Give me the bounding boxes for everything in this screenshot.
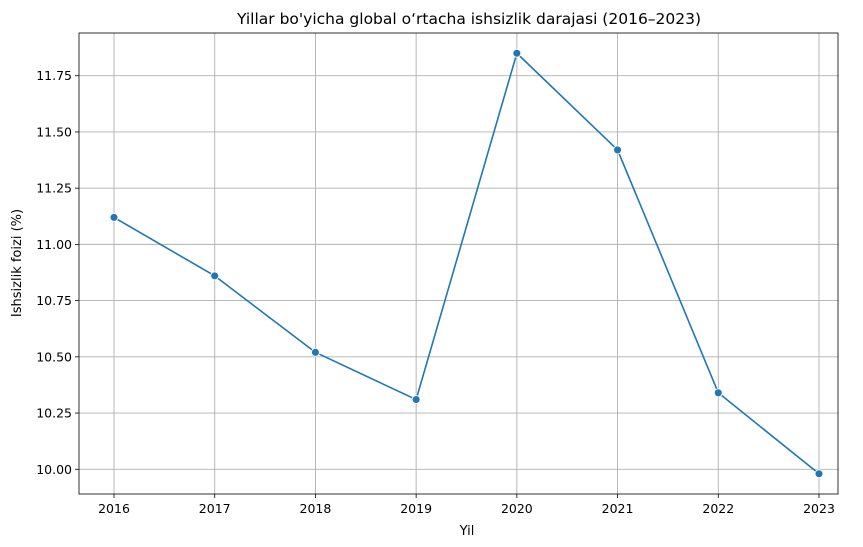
data-point — [210, 271, 220, 281]
data-point — [814, 469, 824, 479]
y-tick-label: 10.50 — [36, 349, 72, 364]
data-point — [613, 145, 623, 155]
x-tick-label: 2020 — [501, 501, 533, 516]
data-point — [713, 388, 723, 398]
data-point — [411, 395, 421, 405]
chart-title: Yillar bo'yicha global o‘rtacha ishsizli… — [236, 10, 701, 28]
y-axis-label: Ishsizlik foizi (%) — [10, 209, 25, 317]
y-tick-label: 10.25 — [36, 406, 72, 421]
y-tick-label: 10.75 — [36, 293, 72, 308]
x-tick-label: 2022 — [702, 501, 734, 516]
plot-area-frame — [78, 32, 839, 495]
series-line-group — [113, 52, 820, 475]
x-axis-label: Yil — [459, 524, 475, 539]
y-axis-ticks: 10.00 10.25 10.50 10.75 11.00 11.25 11.50 11.75 — [36, 68, 79, 477]
x-tick-label: 2017 — [199, 501, 231, 516]
x-tick-label: 2019 — [400, 501, 432, 516]
data-point — [512, 48, 522, 58]
x-tick-label: 2016 — [98, 501, 130, 516]
x-tick-label: 2018 — [300, 501, 332, 516]
y-tick-label: 11.50 — [36, 124, 72, 139]
x-tick-label: 2021 — [602, 501, 634, 516]
grid-lines — [79, 33, 838, 494]
data-point — [109, 212, 119, 222]
y-tick-label: 11.75 — [36, 68, 72, 83]
series-line — [113, 52, 820, 475]
y-tick-label: 10.00 — [36, 462, 72, 477]
x-tick-label: 2023 — [803, 501, 835, 516]
data-point — [310, 347, 320, 357]
x-axis-ticks: 2016 2017 2018 2019 2020 2021 2022 2023 — [98, 494, 835, 516]
y-tick-label: 11.25 — [36, 181, 72, 196]
data-points — [109, 48, 824, 479]
y-tick-label: 11.00 — [36, 237, 72, 252]
